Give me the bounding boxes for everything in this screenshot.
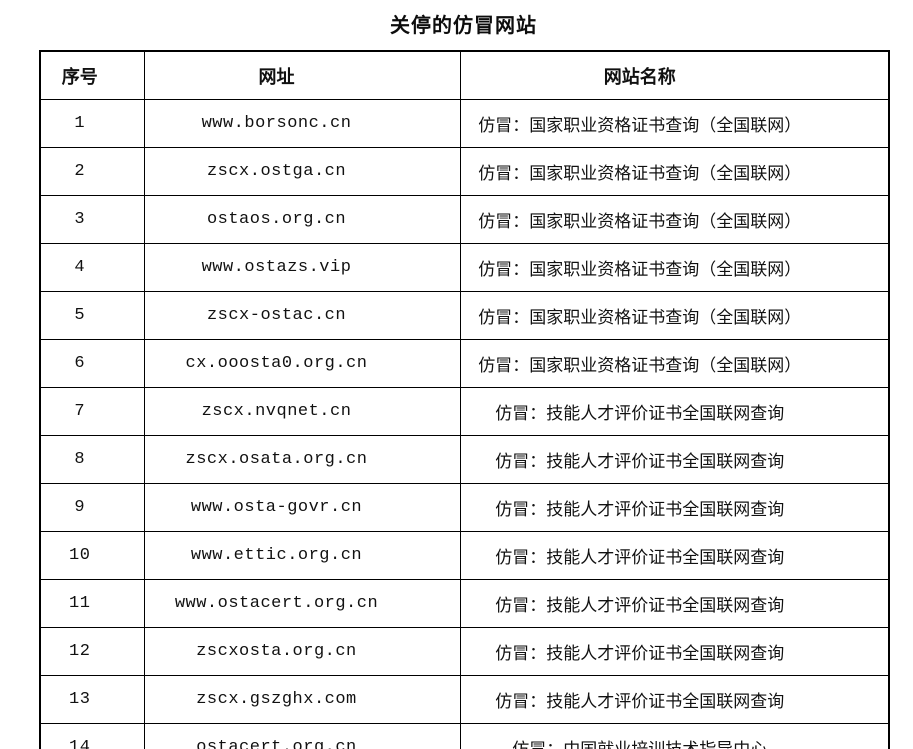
table-row: 1 www.borsonc.cn 仿冒：国家职业资格证书查询（全国联网） bbox=[39, 99, 890, 148]
row-url-cell: www.borsonc.cn bbox=[143, 99, 461, 148]
table-body: 1 www.borsonc.cn 仿冒：国家职业资格证书查询（全国联网） 2 z… bbox=[39, 99, 890, 749]
row-name-cell: 仿冒：技能人才评价证书全国联网查询 bbox=[459, 675, 890, 724]
row-index-cell: 13 bbox=[39, 675, 145, 724]
row-index-cell: 12 bbox=[39, 627, 145, 676]
row-name-cell: 仿冒：国家职业资格证书查询（全国联网） bbox=[459, 99, 890, 148]
table-row: 6 cx.ooosta0.org.cn 仿冒：国家职业资格证书查询（全国联网） bbox=[39, 339, 890, 388]
row-index-cell: 14 bbox=[39, 723, 145, 749]
table-row: 7 zscx.nvqnet.cn 仿冒：技能人才评价证书全国联网查询 bbox=[39, 387, 890, 436]
row-url-cell: zscxosta.org.cn bbox=[143, 627, 461, 676]
table-row: 2 zscx.ostga.cn 仿冒：国家职业资格证书查询（全国联网） bbox=[39, 147, 890, 196]
table-row: 8 zscx.osata.org.cn 仿冒：技能人才评价证书全国联网查询 bbox=[39, 435, 890, 484]
row-index-cell: 5 bbox=[39, 291, 145, 340]
row-url-cell: zscx.nvqnet.cn bbox=[143, 387, 461, 436]
page-title: 关停的仿冒网站 bbox=[390, 15, 537, 37]
table-row: 11 www.ostacert.org.cn 仿冒：技能人才评价证书全国联网查询 bbox=[39, 579, 890, 628]
table-header-row: 序号 网址 网站名称 bbox=[39, 50, 890, 100]
row-name-cell: 仿冒：技能人才评价证书全国联网查询 bbox=[459, 579, 890, 628]
table-row: 10 www.ettic.org.cn 仿冒：技能人才评价证书全国联网查询 bbox=[39, 531, 890, 580]
row-index-cell: 7 bbox=[39, 387, 145, 436]
row-index-cell: 4 bbox=[39, 243, 145, 292]
row-name-cell: 仿冒：技能人才评价证书全国联网查询 bbox=[459, 531, 890, 580]
row-name-cell: 仿冒：国家职业资格证书查询（全国联网） bbox=[459, 147, 890, 196]
row-url-cell: www.ettic.org.cn bbox=[143, 531, 461, 580]
fake-websites-table: 序号 网址 网站名称 1 www.borsonc.cn 仿冒：国家职业资格证书查… bbox=[39, 50, 890, 749]
row-index-cell: 6 bbox=[39, 339, 145, 388]
header-cell-url: 网址 bbox=[143, 50, 461, 100]
row-url-cell: zscx-ostac.cn bbox=[143, 291, 461, 340]
row-name-cell: 仿冒：技能人才评价证书全国联网查询 bbox=[459, 387, 890, 436]
row-url-cell: ostacert.org.cn bbox=[143, 723, 461, 749]
row-index-cell: 10 bbox=[39, 531, 145, 580]
row-index-cell: 9 bbox=[39, 483, 145, 532]
row-name-cell: 仿冒：技能人才评价证书全国联网查询 bbox=[459, 627, 890, 676]
row-url-cell: ostaos.org.cn bbox=[143, 195, 461, 244]
row-url-cell: cx.ooosta0.org.cn bbox=[143, 339, 461, 388]
table-row: 12 zscxosta.org.cn 仿冒：技能人才评价证书全国联网查询 bbox=[39, 627, 890, 676]
row-index-cell: 3 bbox=[39, 195, 145, 244]
row-name-cell: 仿冒：国家职业资格证书查询（全国联网） bbox=[459, 339, 890, 388]
row-url-cell: zscx.gszghx.com bbox=[143, 675, 461, 724]
row-name-cell: 仿冒：技能人才评价证书全国联网查询 bbox=[459, 483, 890, 532]
row-name-cell: 仿冒：国家职业资格证书查询（全国联网） bbox=[459, 195, 890, 244]
row-name-cell: 仿冒：中国就业培训技术指导中心 bbox=[459, 723, 890, 749]
row-url-cell: www.ostacert.org.cn bbox=[143, 579, 461, 628]
table-row: 13 zscx.gszghx.com 仿冒：技能人才评价证书全国联网查询 bbox=[39, 675, 890, 724]
table-row: 9 www.osta-govr.cn 仿冒：技能人才评价证书全国联网查询 bbox=[39, 483, 890, 532]
row-url-cell: zscx.osata.org.cn bbox=[143, 435, 461, 484]
table-row: 4 www.ostazs.vip 仿冒：国家职业资格证书查询（全国联网） bbox=[39, 243, 890, 292]
header-cell-index: 序号 bbox=[39, 50, 145, 100]
row-index-cell: 1 bbox=[39, 99, 145, 148]
row-url-cell: zscx.ostga.cn bbox=[143, 147, 461, 196]
row-url-cell: www.osta-govr.cn bbox=[143, 483, 461, 532]
row-index-cell: 2 bbox=[39, 147, 145, 196]
row-name-cell: 仿冒：技能人才评价证书全国联网查询 bbox=[459, 435, 890, 484]
row-url-cell: www.ostazs.vip bbox=[143, 243, 461, 292]
table-row: 14 ostacert.org.cn 仿冒：中国就业培训技术指导中心 bbox=[39, 723, 890, 749]
row-name-cell: 仿冒：国家职业资格证书查询（全国联网） bbox=[459, 243, 890, 292]
row-index-cell: 11 bbox=[39, 579, 145, 628]
table-row: 3 ostaos.org.cn 仿冒：国家职业资格证书查询（全国联网） bbox=[39, 195, 890, 244]
row-index-cell: 8 bbox=[39, 435, 145, 484]
header-cell-name: 网站名称 bbox=[459, 50, 890, 100]
table-row: 5 zscx-ostac.cn 仿冒：国家职业资格证书查询（全国联网） bbox=[39, 291, 890, 340]
row-name-cell: 仿冒：国家职业资格证书查询（全国联网） bbox=[459, 291, 890, 340]
